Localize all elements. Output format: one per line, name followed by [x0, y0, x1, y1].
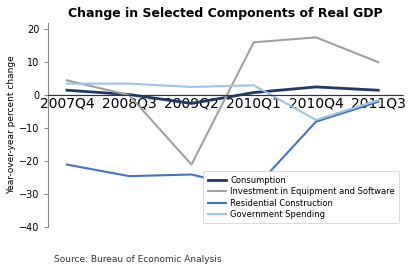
Investment in Equipment and Software [376, 61, 381, 64]
Investment in Equipment and Software [313, 36, 318, 39]
Investment in Equipment and Software [64, 79, 69, 82]
Line: Investment in Equipment and Software: Investment in Equipment and Software [67, 37, 378, 164]
Government Spending [376, 99, 381, 102]
Residential Construction [376, 100, 381, 103]
Consumption [313, 85, 318, 89]
Residential Construction [313, 120, 318, 123]
Consumption [189, 102, 194, 105]
Government Spending [313, 118, 318, 121]
Investment in Equipment and Software [189, 163, 194, 166]
Line: Consumption: Consumption [67, 87, 378, 103]
Government Spending [251, 84, 256, 87]
Line: Government Spending: Government Spending [67, 84, 378, 120]
Text: Source: Bureau of Economic Analysis: Source: Bureau of Economic Analysis [54, 255, 222, 264]
Residential Construction [64, 163, 69, 166]
Government Spending [189, 85, 194, 89]
Government Spending [127, 82, 132, 85]
Consumption [251, 91, 256, 94]
Legend: Consumption, Investment in Equipment and Software, Residential Construction, Gov: Consumption, Investment in Equipment and… [203, 171, 399, 223]
Investment in Equipment and Software [251, 41, 256, 44]
Consumption [376, 89, 381, 92]
Consumption [64, 89, 69, 92]
Line: Residential Construction: Residential Construction [67, 102, 378, 189]
Title: Change in Selected Components of Real GDP: Change in Selected Components of Real GD… [68, 7, 383, 20]
Residential Construction [127, 175, 132, 178]
Residential Construction [251, 188, 256, 191]
Investment in Equipment and Software [127, 94, 132, 97]
Consumption [127, 93, 132, 96]
Government Spending [64, 82, 69, 85]
Y-axis label: Year-over-year percent change: Year-over-year percent change [7, 56, 16, 194]
Residential Construction [189, 173, 194, 176]
